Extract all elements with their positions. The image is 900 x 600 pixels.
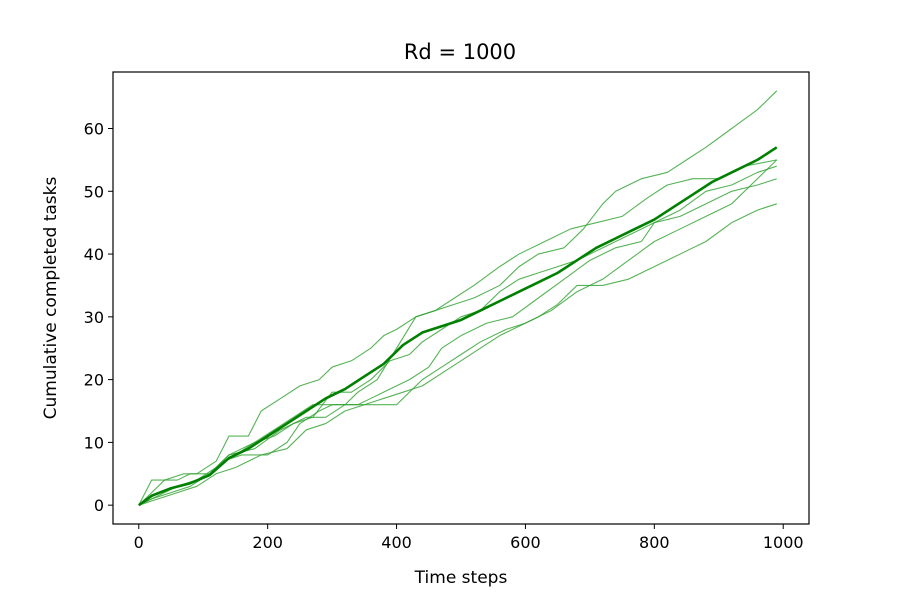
- x-tick-label: 1000: [763, 533, 804, 552]
- series-line-4: [138, 159, 777, 506]
- y-tick-label: 30: [84, 308, 104, 327]
- plot-frame: [112, 71, 810, 525]
- y-axis-title: Cumulative completed tasks: [41, 177, 61, 420]
- x-tick-label: 600: [510, 533, 541, 552]
- axes-layer: 0 200 400 600 800 1000 0 10 20 30 40 50 60: [84, 120, 804, 553]
- y-tick-label: 50: [84, 182, 104, 201]
- mean-series-line: [138, 146, 778, 507]
- series-line-6: [138, 203, 777, 506]
- x-axis-title: Time steps: [414, 568, 508, 588]
- y-tick-label: 10: [84, 433, 104, 452]
- x-tick-label: 0: [134, 533, 144, 552]
- chart-title: Rd = 1000: [404, 40, 516, 64]
- x-tick-label: 800: [639, 533, 670, 552]
- x-tick-label: 400: [381, 533, 412, 552]
- y-tick-label: 0: [94, 496, 104, 515]
- series-layer: [138, 90, 778, 507]
- y-tick-label: 40: [84, 245, 104, 264]
- x-tick-label: 200: [252, 533, 283, 552]
- y-tick-label: 20: [84, 371, 104, 390]
- y-tick-label: 60: [84, 120, 104, 139]
